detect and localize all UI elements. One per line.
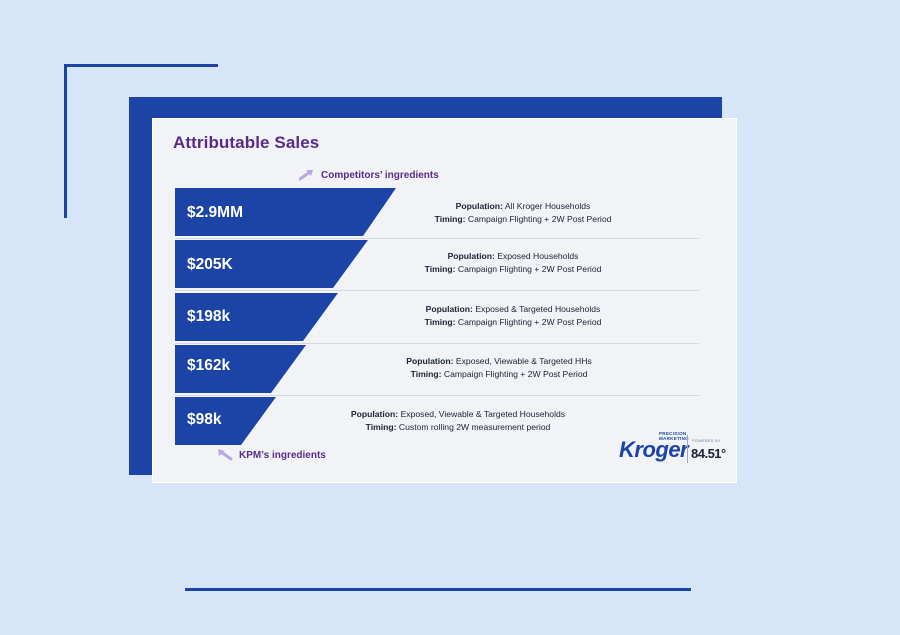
logo-powered-by: POWERED BY bbox=[692, 439, 721, 443]
row-description-4: Population: Exposed, Viewable & Targeted… bbox=[406, 356, 592, 379]
row-description-1: Population: All Kroger Households Timing… bbox=[434, 201, 612, 224]
funnel-chart bbox=[175, 188, 396, 445]
funnel-value-1: $2.9MM bbox=[187, 204, 243, 221]
slide-title: Attributable Sales bbox=[173, 133, 320, 152]
funnel-bar-3 bbox=[175, 293, 338, 341]
decorative-bottom-line bbox=[185, 588, 691, 591]
row-divider bbox=[175, 343, 699, 344]
funnel-bar-4 bbox=[175, 345, 306, 393]
logo-divider bbox=[687, 435, 688, 463]
row-divider bbox=[175, 290, 699, 291]
funnel-value-2: $205K bbox=[187, 256, 233, 273]
funnel-value-4: $162k bbox=[187, 357, 231, 374]
annotation-competitors-label: Competitors’ ingredients bbox=[321, 169, 439, 181]
row-description-5: Population: Exposed, Viewable & Targeted… bbox=[350, 409, 566, 432]
annotation-kpm-label: KPM’s ingredients bbox=[239, 449, 326, 461]
annotation-kpm: KPM’s ingredients bbox=[217, 449, 326, 461]
row-divider bbox=[175, 395, 699, 396]
row-description-3: Population: Exposed & Targeted Household… bbox=[424, 304, 602, 327]
slide-card: Attributable Sales Competitors’ ingredie… bbox=[152, 118, 737, 483]
arrow-down-left-icon bbox=[217, 449, 233, 461]
logo-partner: 84.51° bbox=[691, 446, 726, 461]
row-description-2: Population: Exposed Households Timing: C… bbox=[424, 251, 602, 274]
funnel-bar-2 bbox=[175, 240, 368, 288]
annotation-competitors: Competitors’ ingredients bbox=[299, 169, 439, 181]
arrow-up-right-icon bbox=[299, 169, 315, 181]
kroger-precision-marketing-logo: PRECISION MARKETING Kroger POWERED BY 84… bbox=[619, 429, 729, 469]
row-divider bbox=[175, 238, 699, 239]
funnel-bar-5 bbox=[175, 397, 276, 445]
decorative-corner-line bbox=[64, 64, 218, 67]
logo-tagline: PRECISION MARKETING bbox=[659, 431, 689, 441]
funnel-value-3: $198k bbox=[187, 308, 231, 325]
funnel-value-5: $98k bbox=[187, 411, 222, 428]
funnel-bar-1 bbox=[175, 188, 396, 236]
decorative-corner-line-vertical bbox=[64, 64, 67, 218]
logo-brand: Kroger bbox=[619, 437, 689, 462]
